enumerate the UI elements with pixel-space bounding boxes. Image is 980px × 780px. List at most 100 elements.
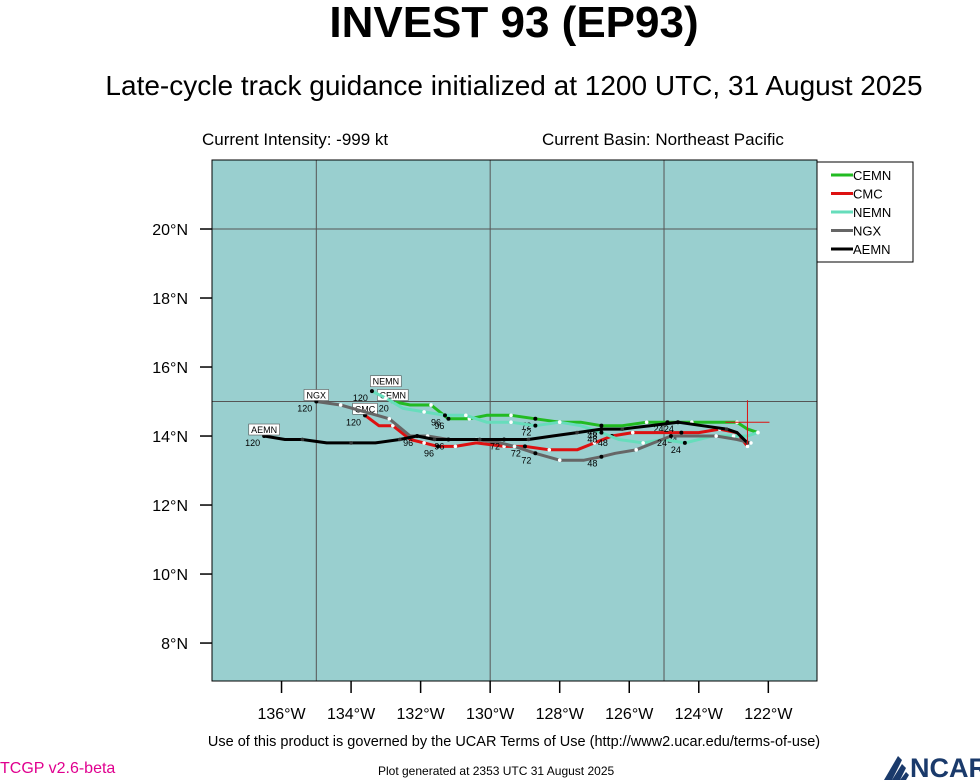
y-tick-label: 16°N: [152, 360, 188, 377]
forecast-hour-dot: [442, 413, 447, 418]
track-point: [634, 448, 638, 452]
ncar-logo: NCAR: [884, 746, 980, 780]
forecast-hour-label: 24: [653, 424, 663, 434]
track-point: [641, 441, 645, 445]
forecast-hour-dot: [415, 434, 420, 439]
track-point: [592, 441, 597, 445]
track-point: [349, 441, 353, 445]
current-basin: Current Basin: Northeast Pacific: [542, 130, 784, 149]
track-point: [338, 403, 343, 407]
y-tick-label: 20°N: [152, 222, 188, 239]
track-end-label-box: [248, 423, 280, 436]
x-tick-label: 124°W: [675, 706, 724, 723]
forecast-hour-label: 96: [434, 441, 444, 451]
forecast-hour-label: 120: [374, 404, 389, 414]
forecast-hour-dot: [675, 420, 680, 425]
track-end-label: NEMN: [373, 377, 400, 387]
track-end-label-box: [303, 389, 329, 401]
legend: CEMN CMC NEMN NGX AEMN: [816, 161, 914, 263]
forecast-hour-label: 24: [657, 438, 667, 448]
track-point: [384, 396, 388, 400]
x-tick-label: 130°W: [466, 706, 515, 723]
track-end-label: AEMN: [251, 425, 277, 435]
track-end-label-box: [370, 375, 402, 388]
forecast-hour-dot: [599, 454, 604, 459]
generated-timestamp: Plot generated at 2353 UTC 31 August 202…: [378, 764, 615, 778]
track-point: [557, 458, 562, 462]
track-point: [453, 444, 458, 449]
x-tick-label: 128°W: [536, 706, 585, 723]
track-point: [512, 444, 517, 449]
track-point: [464, 413, 468, 418]
x-tick-label: 126°W: [605, 706, 654, 723]
track-point: [731, 434, 736, 438]
x-tick-label: 134°W: [327, 706, 376, 723]
track-point: [749, 441, 753, 445]
track-point: [391, 423, 395, 428]
track-point: [630, 430, 635, 435]
forecast-hour-dot: [369, 389, 374, 394]
track-line: [316, 400, 752, 462]
track-point: [756, 430, 760, 435]
forecast-hour-dot: [599, 427, 604, 432]
track-end-label: CMC: [355, 404, 376, 414]
forecast-hour-dot: [679, 430, 684, 435]
track-end-label: NGX: [307, 391, 327, 401]
forecast-hour-label: 96: [431, 417, 441, 427]
forecast-hour-dot: [668, 434, 673, 439]
forecast-hour-label: 72: [511, 448, 521, 458]
track-ngx: 24 48 72 96 120 NGX: [297, 389, 753, 469]
plot-frame: [211, 159, 818, 682]
track-point: [557, 420, 562, 425]
forecast-hour-label: 120: [297, 404, 312, 414]
track-nemn: 24 48 72 96 120 NEMN: [353, 375, 760, 455]
plot-background: [212, 160, 817, 681]
chart-subtitle: Late-cycle track guidance initialized at…: [105, 70, 923, 101]
track-point: [429, 403, 433, 407]
track-point: [547, 448, 552, 452]
legend-label: NEMN: [853, 205, 891, 220]
forecast-hour-label: 72: [521, 428, 531, 438]
forecast-hour-label: 24: [671, 445, 681, 455]
forecast-hour-dot: [599, 430, 604, 435]
forecast-hour-dot: [533, 423, 538, 428]
current-intensity: Current Intensity: -999 kt: [202, 130, 389, 149]
forecast-hour-dot: [436, 444, 441, 449]
track-point: [714, 434, 718, 438]
y-tick-label: 18°N: [152, 291, 188, 308]
forecast-hour-label: 120: [245, 438, 260, 448]
grid-lines: [212, 160, 817, 681]
axes: 8°N 10°N 12°N 14°N 16°N 18°N 20°N 136°W 134°W 132…: [152, 222, 793, 723]
forecast-hour-dot: [502, 437, 507, 442]
version-label: TCGP v2.6-beta: [0, 760, 116, 777]
forecast-hour-dot: [533, 416, 538, 421]
forecast-hour-label: 48: [587, 428, 597, 438]
track-point: [724, 427, 729, 431]
track-point: [509, 413, 513, 418]
track-end-label: CEMN: [380, 391, 407, 401]
forecast-hour-dot: [522, 444, 527, 449]
x-tick-label: 122°W: [744, 706, 793, 723]
chart-title: INVEST 93 (EP93): [329, 0, 699, 47]
forecast-hour-label: 96: [434, 421, 444, 431]
legend-label: NGX: [853, 224, 882, 239]
forecast-hour-dot: [682, 440, 687, 445]
track-series: 24487296120CEMN24487296120CMC24487296120…: [245, 375, 770, 469]
forecast-hour-label: 120: [346, 417, 361, 427]
legend-label: CMC: [853, 187, 883, 202]
x-tick-label: 132°W: [397, 706, 446, 723]
forecast-hour-label: 120: [353, 393, 368, 403]
y-tick-label: 14°N: [152, 429, 188, 446]
track-point: [644, 420, 649, 425]
legend-label: AEMN: [853, 242, 891, 257]
track-point: [477, 437, 482, 442]
forecast-hour-label: 72: [490, 441, 500, 451]
forecast-hour-label: 24: [664, 424, 674, 434]
track-point: [432, 437, 437, 442]
forecast-hour-label: 48: [587, 431, 597, 441]
y-tick-label: 8°N: [161, 636, 188, 653]
track-point: [397, 437, 402, 442]
y-tick-label: 12°N: [152, 498, 188, 515]
